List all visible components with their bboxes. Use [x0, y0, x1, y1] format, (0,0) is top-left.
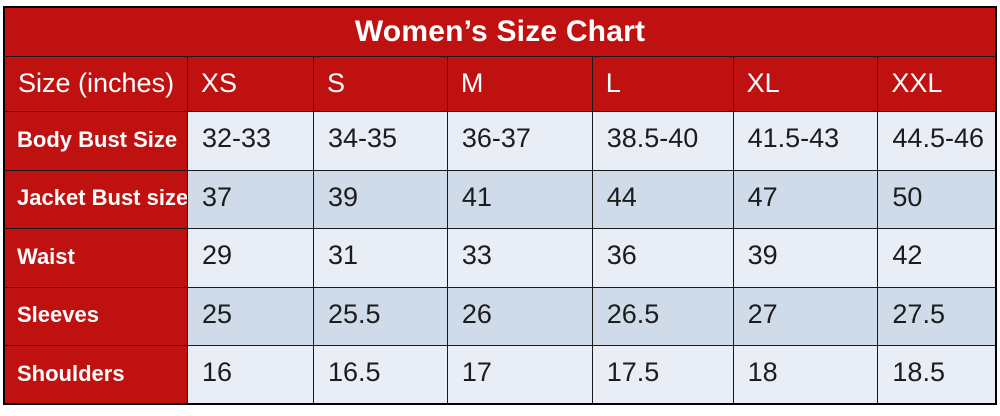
- row-label-jacket-bust-size: Jacket Bust size: [3, 169, 189, 230]
- row-label-waist: Waist: [3, 228, 189, 288]
- header-s: S: [312, 55, 448, 113]
- cell-body-bust-s: 34-35: [312, 111, 448, 171]
- table-row-shoulders: Shoulders 16 16.5 17 17.5 18 18.5: [3, 345, 997, 405]
- cell-sleeves-xs: 25: [187, 286, 314, 347]
- cell-sleeves-m: 26: [446, 286, 593, 347]
- table-row-waist: Waist 29 31 33 36 39 42: [3, 228, 997, 288]
- cell-body-bust-xl: 41.5-43: [732, 111, 879, 171]
- header-xs: XS: [187, 55, 314, 113]
- cell-shoulders-xl: 18: [732, 345, 879, 405]
- cell-sleeves-xl: 27: [732, 286, 879, 347]
- cell-jacket-bust-l: 44: [591, 169, 734, 230]
- cell-waist-xs: 29: [187, 228, 314, 288]
- table-row-sleeves: Sleeves 25 25.5 26 26.5 27 27.5: [3, 286, 997, 347]
- table-row-jacket-bust-size: Jacket Bust size 37 39 41 44 47 50: [3, 169, 997, 230]
- cell-shoulders-m: 17: [446, 345, 593, 405]
- header-m: M: [446, 55, 593, 113]
- cell-body-bust-xxl: 44.5-46: [877, 111, 997, 171]
- cell-shoulders-l: 17.5: [591, 345, 734, 405]
- cell-waist-m: 33: [446, 228, 593, 288]
- cell-sleeves-s: 25.5: [312, 286, 448, 347]
- header-xl: XL: [732, 55, 879, 113]
- row-label-sleeves: Sleeves: [3, 286, 189, 347]
- cell-jacket-bust-s: 39: [312, 169, 448, 230]
- cell-body-bust-m: 36-37: [446, 111, 593, 171]
- cell-jacket-bust-xs: 37: [187, 169, 314, 230]
- cell-body-bust-l: 38.5-40: [591, 111, 734, 171]
- cell-waist-s: 31: [312, 228, 448, 288]
- cell-jacket-bust-m: 41: [446, 169, 593, 230]
- cell-waist-l: 36: [591, 228, 734, 288]
- cell-sleeves-l: 26.5: [591, 286, 734, 347]
- chart-title: Women’s Size Chart: [3, 6, 997, 57]
- cell-waist-xl: 39: [732, 228, 879, 288]
- cell-jacket-bust-xl: 47: [732, 169, 879, 230]
- table-row-body-bust-size: Body Bust Size 32-33 34-35 36-37 38.5-40…: [3, 111, 997, 171]
- header-row: Size (inches) XS S M L XL XXL: [3, 55, 997, 113]
- row-label-body-bust-size: Body Bust Size: [3, 111, 189, 171]
- header-l: L: [591, 55, 734, 113]
- size-chart: Women’s Size Chart Size (inches) XS S M …: [3, 6, 997, 405]
- cell-sleeves-xxl: 27.5: [877, 286, 997, 347]
- header-size-inches: Size (inches): [3, 55, 189, 113]
- row-label-shoulders: Shoulders: [3, 345, 189, 405]
- cell-jacket-bust-xxl: 50: [877, 169, 997, 230]
- cell-shoulders-s: 16.5: [312, 345, 448, 405]
- cell-shoulders-xxl: 18.5: [877, 345, 997, 405]
- title-row: Women’s Size Chart: [3, 6, 997, 57]
- cell-shoulders-xs: 16: [187, 345, 314, 405]
- header-xxl: XXL: [877, 55, 997, 113]
- cell-waist-xxl: 42: [877, 228, 997, 288]
- size-chart-table: Women’s Size Chart Size (inches) XS S M …: [3, 6, 997, 405]
- cell-body-bust-xs: 32-33: [187, 111, 314, 171]
